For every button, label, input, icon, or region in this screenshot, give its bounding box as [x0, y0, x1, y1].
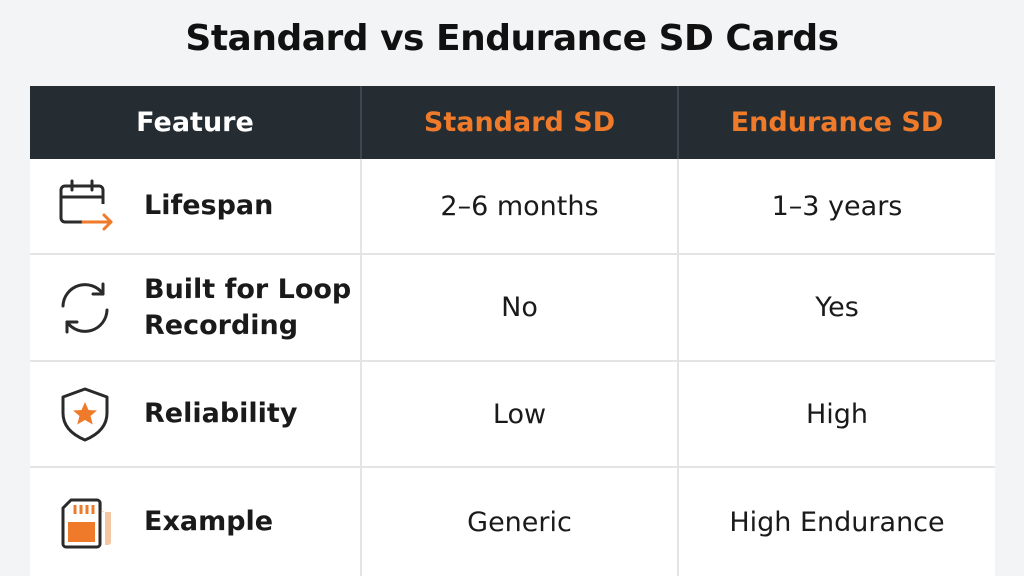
sd-card-icon [54, 491, 116, 553]
endurance-value-text: 1–3 years [771, 190, 903, 222]
feature-cell: Lifespan [30, 159, 362, 253]
standard-value-text: Generic [467, 506, 572, 538]
header-standard-sd: Standard SD [362, 86, 679, 159]
table-row-lifespan: Lifespan 2–6 months 1–3 years [30, 159, 995, 255]
header-feature: Feature [30, 86, 362, 159]
feature-cell: Example [30, 468, 362, 576]
table-row-reliability: Reliability Low High [30, 362, 995, 468]
endurance-value: High Endurance [679, 468, 995, 576]
shield-star-icon [54, 383, 116, 445]
endurance-value: High [679, 362, 995, 466]
table-header-row: Feature Standard SD Endurance SD [30, 86, 995, 159]
feature-label: Built for Loop Recording [144, 273, 352, 341]
standard-value: No [362, 255, 679, 360]
feature-label: Reliability [144, 398, 298, 429]
endurance-value: 1–3 years [679, 159, 995, 253]
header-endurance-sd: Endurance SD [730, 107, 944, 138]
comparison-table: Feature Standard SD Endurance SD Lifespa… [30, 86, 995, 576]
feature-label: Example [144, 506, 274, 537]
standard-value: Low [362, 362, 679, 466]
table-row-example: Example Generic High Endurance [30, 468, 995, 576]
standard-value-text: Low [492, 398, 547, 430]
endurance-value: Yes [679, 255, 995, 360]
endurance-value-text: High Endurance [729, 506, 945, 538]
calendar-arrow-icon [54, 175, 116, 237]
feature-cell: Reliability [30, 362, 362, 466]
feature-cell: Built for Loop Recording [30, 255, 362, 360]
page-title: Standard vs Endurance SD Cards [185, 18, 839, 59]
standard-value: Generic [362, 468, 679, 576]
endurance-value-text: High [805, 398, 869, 430]
loop-arrows-icon [54, 277, 116, 339]
standard-value-text: No [501, 292, 538, 323]
standard-value-text: 2–6 months [440, 190, 599, 222]
standard-value: 2–6 months [362, 159, 679, 253]
table-row-loop-recording: Built for Loop Recording No Yes [30, 255, 995, 362]
feature-label: Lifespan [144, 190, 274, 221]
endurance-value-text: Yes [815, 292, 859, 323]
